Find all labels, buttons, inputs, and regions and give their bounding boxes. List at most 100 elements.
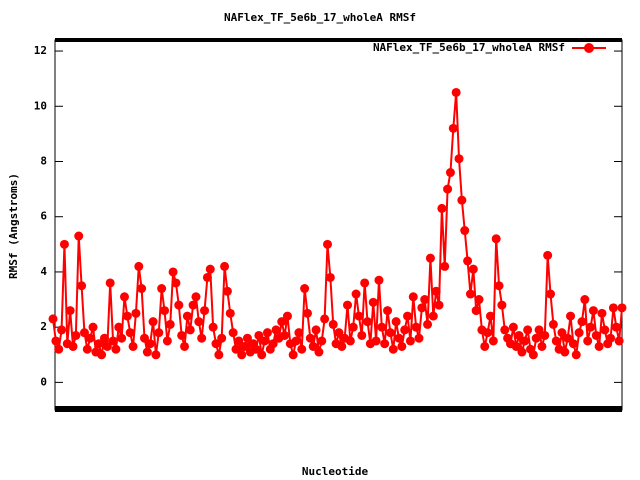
point (397, 341, 407, 351)
point (185, 325, 195, 335)
point (388, 344, 398, 354)
point (188, 300, 198, 310)
point (191, 292, 201, 302)
point (543, 250, 553, 260)
point (614, 336, 624, 346)
point (523, 325, 533, 335)
point (617, 303, 627, 313)
point (128, 341, 138, 351)
point (194, 317, 204, 327)
point (328, 319, 338, 329)
legend-marker (584, 43, 594, 53)
point (65, 306, 75, 316)
point (528, 350, 538, 360)
point (111, 344, 121, 354)
point (105, 278, 115, 288)
point (454, 154, 464, 164)
point (134, 261, 144, 271)
point (208, 322, 218, 332)
point (337, 341, 347, 351)
point (271, 325, 281, 335)
point (580, 295, 590, 305)
point (288, 350, 298, 360)
point (142, 347, 152, 357)
point (125, 328, 135, 338)
point (102, 341, 112, 351)
point (217, 333, 227, 343)
point (157, 284, 167, 294)
point (148, 317, 158, 327)
point (257, 350, 267, 360)
point (180, 341, 190, 351)
point (54, 344, 64, 354)
point (414, 333, 424, 343)
point (325, 272, 335, 282)
point (460, 226, 470, 236)
point (423, 319, 433, 329)
point (197, 333, 207, 343)
point (405, 336, 415, 346)
point (511, 341, 521, 351)
point (302, 308, 312, 318)
point (228, 328, 238, 338)
point (508, 322, 518, 332)
point (403, 311, 413, 321)
point (280, 330, 290, 340)
point (314, 347, 324, 357)
point (277, 317, 287, 327)
point (443, 184, 453, 194)
point (122, 311, 132, 321)
point (577, 317, 587, 327)
point (168, 267, 178, 277)
chart-title: NAFlex_TF_5e6b_17_wholeA RMSf (224, 11, 416, 24)
point (294, 328, 304, 338)
point (254, 330, 264, 340)
point (77, 281, 87, 291)
point (82, 344, 92, 354)
point (531, 333, 541, 343)
point (68, 341, 78, 351)
point (231, 344, 241, 354)
point (434, 300, 444, 310)
point (211, 339, 221, 349)
point (162, 336, 172, 346)
point (97, 350, 107, 360)
point (440, 261, 450, 271)
point (222, 286, 232, 296)
point (291, 336, 301, 346)
point (568, 339, 578, 349)
point (551, 336, 561, 346)
point (108, 336, 118, 346)
point (151, 350, 161, 360)
point (560, 347, 570, 357)
point (437, 203, 447, 213)
point (171, 278, 181, 288)
legend-label: NAFlex_TF_5e6b_17_wholeA RMSf (373, 41, 565, 54)
point (363, 317, 373, 327)
point (320, 314, 330, 324)
point (500, 325, 510, 335)
point (51, 336, 61, 346)
point (383, 306, 393, 316)
point (391, 317, 401, 327)
point (608, 303, 618, 313)
point (94, 339, 104, 349)
point (537, 341, 547, 351)
point (311, 325, 321, 335)
point (571, 350, 581, 360)
point (591, 330, 601, 340)
point (160, 306, 170, 316)
point (574, 328, 584, 338)
point (240, 341, 250, 351)
point (225, 308, 235, 318)
point (214, 350, 224, 360)
point (380, 339, 390, 349)
point (305, 333, 315, 343)
point (139, 333, 149, 343)
point (611, 322, 621, 332)
x-tick-band (55, 406, 622, 412)
point (351, 289, 361, 299)
point (262, 328, 272, 338)
point (485, 311, 495, 321)
point (557, 328, 567, 338)
